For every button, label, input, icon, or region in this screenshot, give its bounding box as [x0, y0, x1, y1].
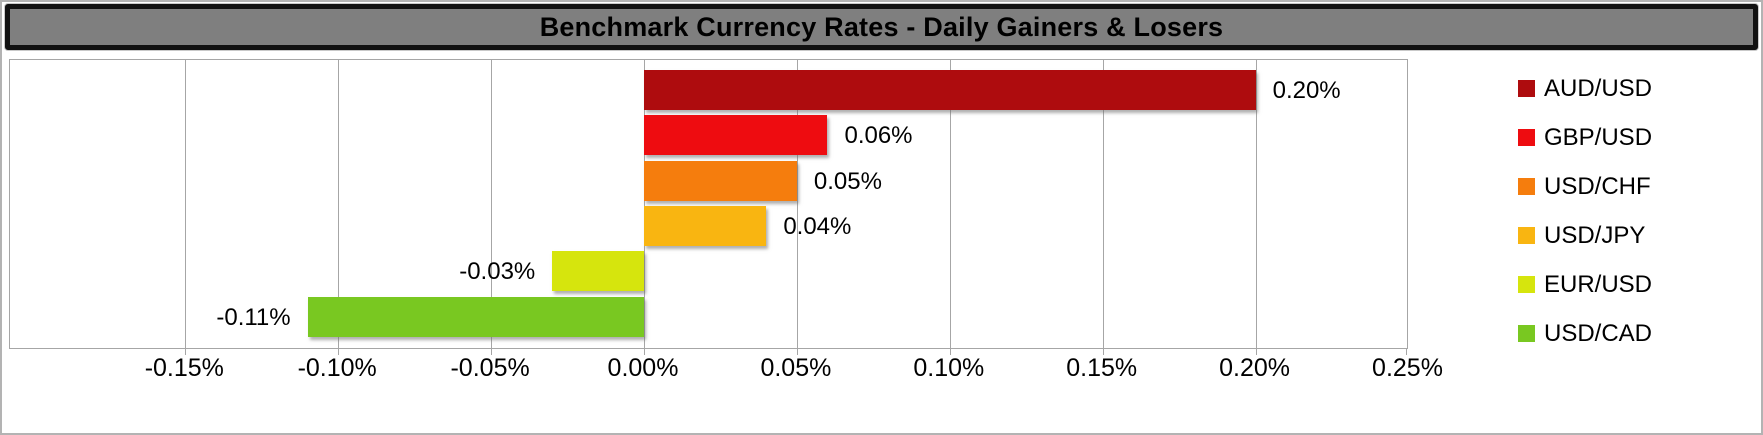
- gridline: [644, 60, 645, 348]
- legend-item-eur-usd: EUR/USD: [1518, 270, 1653, 298]
- gridline: [1102, 60, 1104, 348]
- bar-value-label: 0.04%: [783, 212, 852, 240]
- legend-label: USD/CAD: [1544, 319, 1653, 347]
- bar-usd-chf: [644, 160, 797, 201]
- legend-swatch-icon: [1518, 178, 1535, 195]
- axis-tick-mark: [338, 348, 340, 355]
- x-axis-tick-label: 0.20%: [1219, 354, 1291, 382]
- bar-eur-usd: [552, 251, 644, 292]
- gridline: [1255, 60, 1257, 348]
- bar-gbp-usd: [644, 115, 828, 156]
- legend-label: AUD/USD: [1544, 74, 1653, 102]
- legend-swatch-icon: [1518, 276, 1535, 293]
- legend-label: EUR/USD: [1544, 270, 1653, 298]
- axis-tick-mark: [1102, 348, 1104, 355]
- legend-swatch-icon: [1518, 227, 1535, 244]
- bar-value-label: 0.06%: [844, 122, 913, 150]
- legend: AUD/USD GBP/USD USD/CHF USD/JPY EUR/USD USD/C…: [1518, 74, 1653, 347]
- gridline: [949, 60, 951, 348]
- bar-usd-jpy: [644, 205, 767, 246]
- bar-value-label: 0.05%: [813, 167, 882, 195]
- gridline: [796, 60, 798, 348]
- bar-value-label: -0.03%: [459, 258, 536, 286]
- axis-tick-mark: [644, 348, 645, 355]
- axis-tick-mark: [1255, 348, 1257, 355]
- x-axis: -0.15% -0.10% -0.05% 0.00% 0.05% 0.10% 0.15% 0.…: [9, 354, 1443, 390]
- legend-label: GBP/USD: [1544, 123, 1653, 151]
- gridline: [338, 60, 340, 348]
- chart-title-bar: Benchmark Currency Rates - Daily Gainers…: [5, 4, 1758, 50]
- axis-tick-mark: [491, 348, 493, 355]
- bar-aud-usd: [644, 70, 1256, 110]
- chart-title: Benchmark Currency Rates - Daily Gainers…: [539, 11, 1224, 42]
- x-axis-tick-label: 0.05%: [760, 354, 832, 382]
- legend-label: USD/CHF: [1544, 172, 1651, 200]
- x-axis-tick-label: -0.15%: [144, 354, 224, 382]
- legend-swatch-icon: [1518, 129, 1535, 146]
- bar-usd-cad: [307, 296, 644, 337]
- gridline: [491, 60, 493, 348]
- legend-item-gbp-usd: GBP/USD: [1518, 123, 1653, 151]
- legend-item-usd-chf: USD/CHF: [1518, 172, 1652, 200]
- x-axis-tick-label: 0.15%: [1066, 354, 1138, 382]
- legend-swatch-icon: [1518, 80, 1535, 97]
- gridline: [185, 60, 187, 348]
- axis-tick-mark: [796, 348, 798, 355]
- bar-value-label: -0.11%: [216, 303, 291, 331]
- legend-label: USD/JPY: [1544, 221, 1646, 249]
- x-axis-tick-label: -0.05%: [450, 354, 530, 382]
- axis-tick-mark: [185, 348, 187, 355]
- plot-area: 0.20% 0.06% 0.05% 0.04% -0.03% -0.11%: [9, 59, 1408, 355]
- x-axis-tick-label: 0.00%: [607, 354, 679, 382]
- legend-item-usd-cad: USD/CAD: [1518, 319, 1653, 347]
- axis-tick-mark: [1406, 348, 1407, 355]
- legend-item-usd-jpy: USD/JPY: [1518, 221, 1652, 249]
- x-axis-tick-label: -0.10%: [297, 354, 377, 382]
- bar-value-label: 0.20%: [1272, 77, 1341, 104]
- legend-item-aud-usd: AUD/USD: [1518, 74, 1653, 102]
- legend-swatch-icon: [1518, 325, 1535, 342]
- x-axis-tick-label: 0.25%: [1372, 354, 1443, 382]
- x-axis-tick-label: 0.10%: [913, 354, 985, 382]
- axis-tick-mark: [949, 348, 951, 355]
